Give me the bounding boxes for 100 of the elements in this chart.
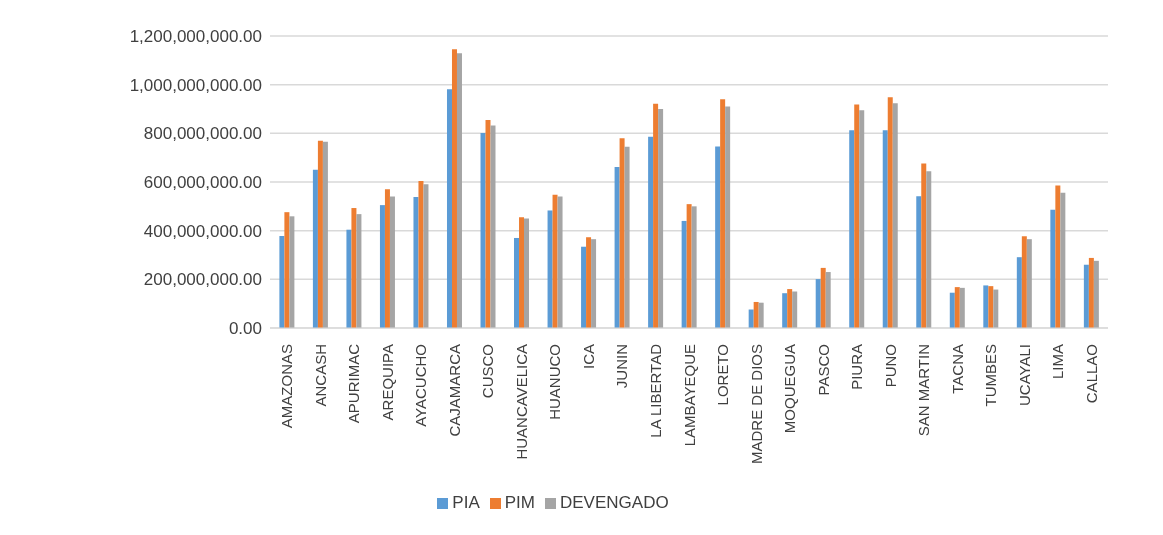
bar [758,302,764,328]
bar [658,109,664,328]
bar [1050,209,1056,328]
bar [557,196,563,328]
bar [720,99,726,328]
bar [782,293,788,328]
bar [586,237,592,328]
bar [418,181,424,328]
bar [892,103,898,328]
bar [959,287,965,328]
x-tick-label: MOQUEGUA [781,344,799,434]
bar [988,286,994,328]
bar [792,291,798,328]
bar [825,272,831,328]
bar [485,119,491,328]
x-tick-label: APURIMAC [345,343,363,424]
bar [748,309,754,328]
y-tick-label: 1,000,000,000.00 [129,75,262,95]
x-tick-label: ANCASH [311,344,329,407]
x-tick-label: AYACUCHO [412,344,430,427]
bar [1083,264,1089,328]
legend-label: PIM [504,493,535,512]
x-tick-label: ICA [579,344,597,370]
bar [1016,257,1022,328]
bar [547,210,553,328]
bar [624,146,630,328]
bar [691,206,697,328]
bar [1088,257,1094,328]
bar [949,292,955,328]
bar [1055,185,1061,328]
bar [954,287,960,328]
legend-label: PIA [452,493,480,512]
bar [854,104,860,328]
bar [725,106,731,328]
bar [284,212,290,328]
y-tick-label: 600,000,000.00 [143,173,262,193]
bar [820,267,826,328]
bar [581,246,587,328]
x-tick-label: TACNA [948,344,966,394]
x-tick-label: CALLAO [1082,344,1100,404]
bar [648,136,654,328]
x-tick-label: LAMBAYEQUE [680,344,698,447]
bar [312,169,318,328]
x-tick-label: LA LIBERTAD [646,343,664,438]
bar [289,216,295,328]
y-tick-label: 1,200,000,000.00 [129,27,262,47]
x-tick-label: UCAYALI [1015,344,1033,406]
bar [413,197,419,328]
x-tick-label: AMAZONAS [278,344,296,429]
bar [389,196,395,328]
x-tick-label: SAN MARTIN [915,344,933,437]
x-tick-label: JUNIN [613,344,631,389]
bar [379,205,385,328]
x-tick-label: PUNO [881,344,899,388]
x-tick-label: HUANUCO [546,344,564,420]
bar [921,163,927,328]
bar [552,194,558,328]
bar [1026,239,1032,328]
bar [1021,236,1027,328]
x-tick-label: LORETO [714,344,732,406]
bar [480,133,486,328]
x-tick-label: PASCO [814,344,832,396]
y-tick-label: 400,000,000.00 [143,221,262,241]
bar [681,220,687,328]
bar [787,289,793,328]
bar [849,130,855,328]
bar [456,53,462,328]
bar [317,140,323,328]
bar [351,208,357,328]
x-tick-label: CUSCO [479,344,497,399]
bar [715,146,721,328]
bar [1093,260,1099,328]
bar [451,49,457,328]
bar [322,141,328,328]
bar [346,229,352,328]
bar [983,285,989,328]
bar [614,166,620,328]
bar [490,125,496,328]
bar [384,189,390,328]
x-tick-label: PIURA [848,344,866,390]
y-tick-label: 800,000,000.00 [143,124,262,144]
bar [993,289,999,328]
bar [753,301,759,328]
x-tick-label: CAJAMARCA [445,344,463,437]
x-tick-label: MADRE DE DIOS [747,344,765,465]
bar [916,196,922,328]
bar [591,239,597,328]
bar [356,214,362,328]
bar [446,89,452,328]
bar [686,204,692,328]
y-tick-label: 200,000,000.00 [143,270,262,290]
bar [882,130,888,328]
bar [926,171,932,328]
bar [619,138,625,328]
bar [519,217,525,328]
x-tick-label: LIMA [1049,344,1067,380]
bar [279,236,285,328]
bar [423,184,429,328]
legend-label: DEVENGADO [560,493,669,512]
x-tick-label: AREQUIPA [378,344,396,421]
